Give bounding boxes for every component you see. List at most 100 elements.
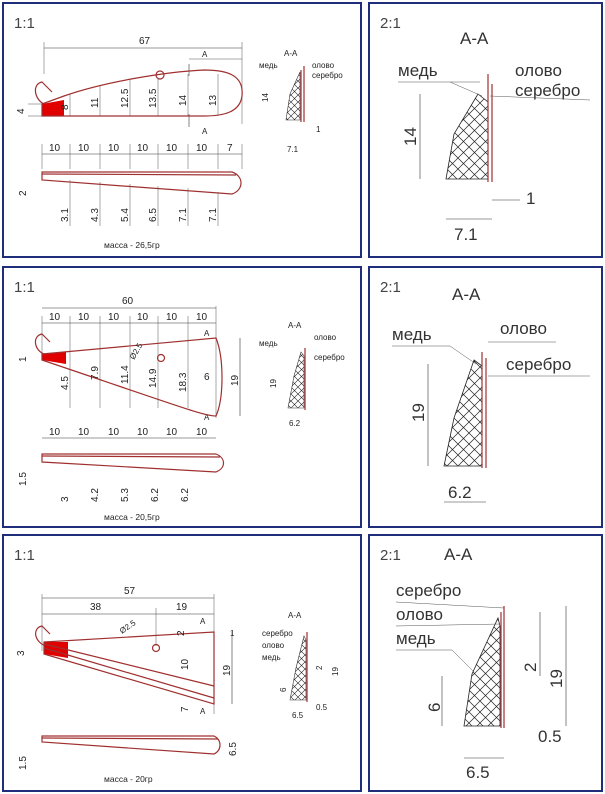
panel-1-section: 2:1 А-А медь олово серебро 14 7.1 1 (368, 2, 603, 258)
spacing-b2: 10 (78, 427, 90, 438)
section-width: 6.2 (448, 483, 472, 502)
spacing-5: 10 (166, 312, 178, 323)
height-2: 11 (90, 97, 101, 108)
hook-icon (34, 81, 53, 105)
left-height: 1 (18, 356, 29, 362)
hole-label: Ø2.5 (128, 341, 145, 361)
section-width: 7.1 (454, 225, 478, 244)
section-mark-top: А (200, 617, 206, 626)
section-hatch (443, 359, 483, 467)
left-height: 4 (16, 108, 27, 114)
spacing-b1: 10 (49, 427, 61, 438)
section-two: 2 (521, 663, 540, 672)
lure-top-view (41, 453, 225, 473)
length-dim: 57 (124, 586, 136, 597)
mini-tin-label: олово (314, 333, 337, 342)
dim-two: 2 (176, 630, 187, 636)
section-nineteen: 19 (547, 669, 566, 688)
mini-sec-height: 14 (261, 93, 270, 102)
mini-sec-layer: 1 (316, 125, 321, 134)
mini-silver-label: серебро (314, 353, 345, 362)
mini-section-title: А-А (284, 49, 298, 58)
mini-tin-label: олово (262, 641, 285, 650)
section-mark-top: А (204, 329, 210, 338)
tin-label: олово (500, 319, 547, 338)
panel-3-section: 2:1 А-А серебро олово медь 6 2 19 0.5 6.… (368, 534, 603, 792)
section-height: 14 (401, 127, 420, 146)
mini-sec-width: 6.5 (292, 711, 304, 720)
height-4: 13.5 (148, 88, 159, 108)
right-outer: 19 (230, 374, 241, 386)
spacing-6: 10 (196, 312, 208, 323)
height-2: 7.9 (90, 366, 101, 380)
thickness-5: 7.1 (178, 208, 189, 222)
height-3: 11.4 (120, 365, 131, 384)
mini-silver-label: серебро (312, 71, 343, 80)
section-scale: 2:1 (380, 279, 401, 296)
section-title: А-А (452, 285, 481, 304)
thickness-1: 3.1 (60, 208, 71, 222)
section-height: 19 (409, 403, 428, 422)
mini-section-title: А-А (288, 611, 302, 620)
part-b-dim: 19 (176, 602, 188, 613)
spacing-4: 10 (137, 312, 149, 323)
spacing-6: 10 (196, 143, 208, 154)
section-mark-top: А (202, 50, 208, 59)
drawing-3-section: 2:1 А-А серебро олово медь 6 2 19 0.5 6.… (380, 545, 567, 782)
height-6: 13 (208, 94, 219, 106)
mini-sec-half: 0.5 (316, 703, 328, 712)
dim-seven: 7 (180, 706, 191, 712)
section-width: 6.5 (466, 763, 490, 782)
spacing-b4: 10 (137, 427, 149, 438)
mini-sec-six: 6 (279, 687, 288, 692)
spacing-2: 10 (78, 312, 90, 323)
section-half: 0.5 (538, 727, 562, 746)
lure-body-outline (41, 337, 223, 417)
height-1: 4.5 (60, 376, 71, 390)
copper-label: медь (398, 61, 438, 80)
panel-1-main: 1:1 67 А А 8 11 12.5 13.5 14 13 4 10 10 … (2, 2, 362, 258)
section-six: 6 (425, 703, 444, 712)
spacing-4: 10 (137, 143, 149, 154)
silver-label: серебро (506, 355, 571, 374)
mini-copper-label: медь (262, 653, 281, 662)
lure-body-outline (41, 69, 243, 117)
drawing-2-section: 2:1 А-А медь олово серебро 19 6.2 (380, 279, 590, 503)
silver-label: серебро (396, 581, 461, 600)
hole-icon (151, 643, 161, 653)
top-thickness: 2 (18, 190, 29, 196)
copper-label: медь (396, 629, 436, 648)
lure-body-outline (43, 631, 215, 705)
section-mark-bottom: А (202, 127, 208, 136)
lure-top-view (41, 735, 221, 755)
hole-icon (156, 353, 166, 363)
mini-sec-two: 2 (315, 665, 324, 670)
height-1: 8 (60, 104, 71, 110)
section-scale: 2:1 (380, 547, 401, 564)
part-a-dim: 38 (90, 602, 102, 613)
mini-section-title: А-А (288, 321, 302, 330)
side-thickness: 6.5 (228, 742, 239, 756)
section-mark-bottom: А (204, 413, 210, 422)
spacing-b5: 10 (166, 427, 178, 438)
mini-sec-width: 7.1 (287, 145, 299, 154)
section-title: А-А (444, 545, 473, 564)
copper-label: медь (392, 325, 432, 344)
top-thickness: 1.5 (18, 472, 29, 486)
mass-label: масса - 20гр (104, 774, 153, 784)
thickness-1: 3 (60, 496, 71, 502)
thickness-4: 6.5 (148, 208, 159, 222)
dim-ten: 10 (180, 658, 191, 670)
mass-label: масса - 26,5гр (104, 240, 160, 250)
drawing-1-main: 1:1 67 А А 8 11 12.5 13.5 14 13 4 10 10 … (14, 15, 343, 250)
silver-label: серебро (515, 81, 580, 100)
mini-section-hatch (285, 71, 301, 121)
mini-sec-width: 6.2 (289, 419, 301, 428)
section-hatch (463, 616, 501, 727)
spacing-b6: 10 (196, 427, 208, 438)
mini-copper-label: медь (259, 339, 278, 348)
height-4: 14.9 (148, 368, 159, 388)
section-title: А-А (460, 29, 489, 48)
drawing-2-main: 1:1 60 10 10 10 10 10 10 А А Ø2.5 1 4.5 … (14, 279, 345, 522)
length-dim: 67 (139, 36, 151, 47)
